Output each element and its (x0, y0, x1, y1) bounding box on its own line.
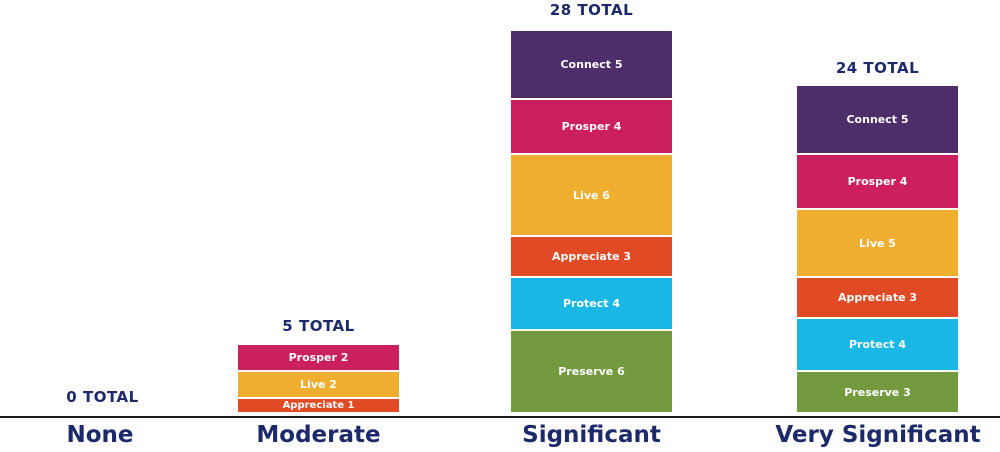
category-label-very-significant: Very Significant (775, 422, 981, 448)
segment-prosper: Prosper 2 (238, 345, 399, 370)
total-label-very-significant: 24 TOTAL (835, 59, 920, 77)
segment-live: Live 5 (797, 210, 958, 276)
segment-prosper: Prosper 4 (511, 100, 672, 153)
segment-live: Live 6 (511, 155, 672, 235)
x-axis-baseline (0, 416, 1000, 418)
segment-protect: Protect 4 (511, 278, 672, 329)
segment-preserve: Preserve 3 (797, 372, 958, 412)
total-label-moderate: 5 TOTAL (282, 317, 355, 335)
segment-appreciate: Appreciate 3 (511, 237, 672, 276)
category-label-none: None (66, 422, 134, 448)
segment-prosper: Prosper 4 (797, 155, 958, 208)
bar-moderate: 5 TOTAL Prosper 2 Live 2 Appreciate 1 (238, 0, 399, 416)
total-label-none: 0 TOTAL (66, 388, 139, 406)
category-label-moderate: Moderate (256, 422, 381, 448)
segment-preserve: Preserve 6 (511, 331, 672, 412)
segment-appreciate: Appreciate 3 (797, 278, 958, 317)
category-label-significant: Significant (522, 422, 661, 448)
bar-significant: 28 TOTAL Connect 5 Prosper 4 Live 6 Appr… (511, 0, 672, 416)
bar-very-significant: 24 TOTAL Connect 5 Prosper 4 Live 5 Appr… (797, 0, 958, 416)
segment-connect: Connect 5 (797, 86, 958, 153)
total-label-significant: 28 TOTAL (549, 1, 634, 19)
segment-protect: Protect 4 (797, 319, 958, 370)
segment-connect: Connect 5 (511, 31, 672, 98)
segment-appreciate: Appreciate 1 (238, 399, 399, 412)
segment-live: Live 2 (238, 372, 399, 397)
